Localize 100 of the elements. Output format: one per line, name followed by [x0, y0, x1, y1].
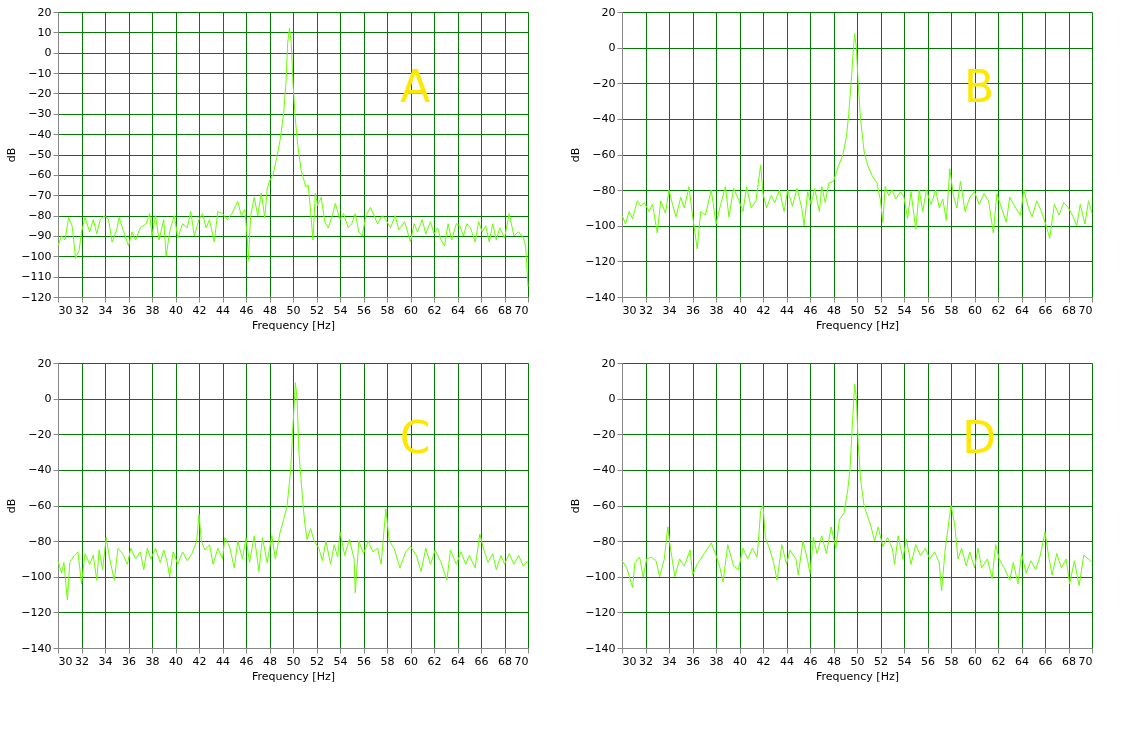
x-tick-label: 30: [622, 654, 637, 668]
x-tick-label: 48: [827, 303, 841, 317]
x-tick-label: 46: [239, 654, 254, 668]
x-tick-label: 60: [404, 654, 418, 668]
x-axis-title: Frequency [Hz]: [816, 318, 899, 332]
y-tick-label: −40: [28, 463, 52, 477]
x-tick-label: 58: [380, 654, 395, 668]
y-axis-title: dB: [569, 147, 583, 163]
x-tick-label: 62: [991, 654, 1006, 668]
x-tick-label: 58: [380, 303, 395, 317]
x-tick-label: 44: [216, 654, 230, 668]
y-tick-label: −80: [28, 534, 52, 548]
y-tick-label: −60: [28, 499, 52, 512]
x-tick-label: 38: [709, 303, 724, 317]
x-tick-label: 50: [286, 654, 301, 668]
line-series: [621, 383, 1093, 592]
line-series: [57, 382, 529, 601]
x-tick-label: 52: [874, 654, 888, 668]
x-tick-label: 64: [1015, 303, 1029, 317]
y-tick-label: −120: [585, 605, 616, 619]
y-tick-label: −100: [585, 570, 616, 584]
x-tick-label: 60: [404, 303, 418, 317]
x-tick-label: 30: [58, 654, 73, 668]
y-tick-label: −20: [592, 427, 616, 441]
y-tick-label: −80: [28, 209, 52, 223]
x-tick-label: 62: [427, 303, 442, 317]
x-tick-label: 68: [1062, 303, 1076, 317]
y-tick-label: −20: [592, 76, 616, 90]
y-tick-label: 10: [37, 25, 52, 39]
x-tick-label: 34: [662, 303, 677, 317]
y-tick-label: −140: [585, 290, 616, 304]
x-axis-title: Frequency [Hz]: [816, 669, 899, 683]
x-tick-label: 60: [968, 654, 982, 668]
x-tick-label: 30: [58, 303, 73, 317]
x-tick-label: 40: [169, 303, 183, 317]
x-tick-label: 48: [827, 654, 841, 668]
x-tick-label: 38: [145, 654, 160, 668]
y-tick-label: −80: [592, 183, 616, 197]
x-tick-label: 58: [944, 303, 959, 317]
x-tick-label: 66: [474, 303, 489, 317]
x-tick-label: 46: [803, 654, 818, 668]
x-tick-label: 60: [968, 303, 982, 317]
y-tick-label: 20: [37, 5, 52, 19]
x-tick-label: 40: [169, 654, 183, 668]
x-tick-label: 38: [709, 654, 724, 668]
y-tick-label: 0: [44, 392, 52, 406]
x-tick-label: 44: [216, 303, 230, 317]
x-tick-label: 64: [451, 654, 465, 668]
y-tick-label: −120: [21, 605, 52, 619]
x-tick-label: 50: [286, 303, 301, 317]
x-tick-label: 62: [427, 654, 442, 668]
y-tick-label: −110: [21, 270, 52, 284]
y-axis-title: dB: [5, 147, 19, 163]
y-tick-label: −50: [28, 148, 52, 161]
line-series: [57, 27, 529, 288]
x-tick-label: 70: [1078, 654, 1093, 668]
x-tick-label: 30: [622, 303, 637, 317]
x-tick-label: 56: [357, 303, 371, 317]
x-tick-label: 50: [850, 303, 865, 317]
x-axis-title: Frequency [Hz]: [252, 318, 335, 332]
x-tick-label: 36: [686, 654, 700, 668]
y-tick-label: −100: [21, 570, 52, 584]
line-series: [621, 32, 1093, 250]
x-tick-label: 32: [639, 303, 653, 317]
y-tick-label: −100: [585, 219, 616, 233]
x-tick-label: 42: [756, 303, 771, 317]
y-tick-label: −20: [28, 427, 52, 441]
x-tick-label: 40: [733, 303, 747, 317]
y-tick-label: 20: [37, 356, 52, 370]
x-tick-label: 70: [1078, 303, 1093, 317]
x-tick-label: 36: [122, 654, 136, 668]
y-tick-label: −90: [28, 229, 52, 243]
x-tick-label: 66: [1038, 654, 1053, 668]
y-tick-label: −40: [592, 463, 616, 477]
y-tick-label: −10: [28, 66, 52, 80]
x-tick-label: 42: [192, 303, 207, 317]
x-tick-label: 46: [803, 303, 818, 317]
y-tick-label: 20: [601, 356, 616, 370]
x-tick-label: 64: [451, 303, 465, 317]
x-tick-label: 54: [333, 303, 348, 317]
y-axis-title: dB: [5, 498, 19, 514]
x-tick-label: 52: [310, 654, 324, 668]
y-tick-label: −80: [592, 534, 616, 548]
y-tick-label: −120: [585, 254, 616, 268]
x-tick-label: 34: [98, 654, 113, 668]
x-tick-label: 40: [733, 654, 747, 668]
x-tick-label: 52: [874, 303, 888, 317]
y-tick-label: −120: [21, 290, 52, 304]
y-tick-label: 20: [601, 5, 616, 19]
x-tick-label: 44: [780, 303, 794, 317]
x-tick-label: 66: [1038, 303, 1053, 317]
y-axis-title: dB: [569, 498, 583, 514]
x-tick-label: 44: [780, 654, 794, 668]
x-tick-label: 36: [122, 303, 136, 317]
x-tick-label: 68: [498, 654, 512, 668]
x-tick-label: 54: [897, 654, 912, 668]
x-tick-label: 48: [263, 654, 277, 668]
y-tick-label: −60: [592, 148, 616, 161]
x-tick-label: 34: [98, 303, 113, 317]
y-tick-label: −100: [21, 249, 52, 263]
